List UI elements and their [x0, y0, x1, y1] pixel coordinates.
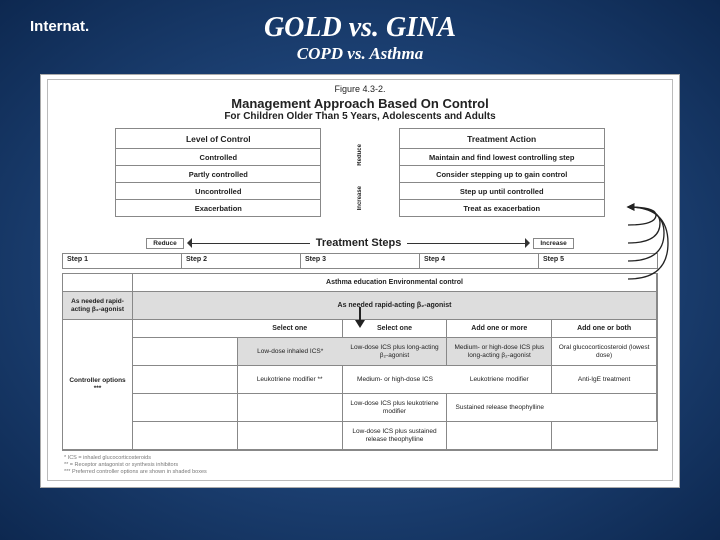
vlabel-increase-cell: Increase [321, 183, 399, 217]
opt-cell: Sustained release theophylline [447, 394, 552, 422]
opt-cell: Low-dose inhaled ICS* [238, 338, 343, 366]
header-center: GOLD vs. GINA COPD vs. Asthma [180, 12, 540, 64]
footnote: ** = Receptor antagonist or synthesis in… [64, 462, 656, 469]
figure-container: Figure 4.3-2. Management Approach Based … [40, 74, 680, 488]
opt-cell: Low-dose ICS plus long-acting β₂-agonist [343, 338, 448, 366]
options-grid: Asthma education Environmental control A… [62, 273, 658, 451]
opt-cell [447, 422, 552, 450]
select-cell: Select one [238, 320, 343, 338]
select-cell: Add one or more [447, 320, 552, 338]
controller-label: Controller options *** [63, 320, 133, 450]
vlabel-reduce: Reduce [357, 144, 363, 166]
action-cell: Maintain and find lowest controlling ste… [399, 149, 604, 166]
level-cell: Exacerbation [116, 200, 321, 217]
treatment-steps-row: Reduce Treatment Steps Increase [54, 237, 666, 249]
opt-cell: Leukotriene modifier ** [238, 366, 343, 394]
control-table: Level of Control Reduce Treatment Action… [115, 128, 605, 217]
opt-cell [552, 394, 657, 422]
opt-cell: Medium- or high-dose ICS plus long-actin… [447, 338, 552, 366]
table-header-row: Level of Control Reduce Treatment Action [116, 129, 605, 149]
down-arrow-icon [353, 307, 367, 331]
step-header: Step 2 [181, 253, 300, 269]
opt-cell [238, 422, 343, 450]
opt-cell: Leukotriene modifier [447, 366, 552, 394]
rapid-left-cell: As needed rapid-acting β₂-agonist [63, 292, 133, 320]
loop-arrows-icon [626, 203, 666, 283]
header-title: GOLD vs. GINA [180, 12, 540, 44]
level-cell: Uncontrolled [116, 183, 321, 200]
figure-title: Management Approach Based On Control [54, 96, 666, 111]
opt-cell [133, 338, 238, 366]
opt-cell: Anti-IgE treatment [552, 366, 657, 394]
figure-subtitle: For Children Older Than 5 Years, Adolesc… [54, 111, 666, 122]
increase-tag: Increase [533, 238, 573, 249]
action-cell: Step up until controlled [399, 183, 604, 200]
opt-cell [133, 366, 238, 394]
level-cell: Partly controlled [116, 166, 321, 183]
steps-header-row: Step 1 Step 2 Step 3 Step 4 Step 5 [62, 253, 658, 269]
table-row: Uncontrolled Increase Step up until cont… [116, 183, 605, 200]
step-header: Step 3 [300, 253, 419, 269]
opt-cell: Oral glucocorticosteroid (lowest dose) [552, 338, 657, 366]
header-subtitle: COPD vs. Asthma [180, 44, 540, 64]
footnote: *** Preferred controller options are sho… [64, 469, 656, 476]
opt-cell [552, 422, 657, 450]
opt-cell [133, 394, 238, 422]
vlabel-increase: Increase [357, 186, 363, 210]
select-cell [133, 320, 238, 338]
vlabel-reduce-cell: Reduce [321, 129, 399, 183]
figure-caption: Figure 4.3-2. [54, 84, 666, 94]
header-left: Internat. [30, 12, 180, 35]
arrow-left-icon [190, 243, 310, 244]
blank-cell [63, 274, 133, 292]
opt-cell [133, 422, 238, 450]
slide-header: Internat. GOLD vs. GINA COPD vs. Asthma [0, 0, 720, 68]
figure-inner: Figure 4.3-2. Management Approach Based … [47, 79, 673, 481]
opt-cell [238, 394, 343, 422]
opt-cell: Low-dose ICS plus leukotriene modifier [343, 394, 448, 422]
arrow-right-icon [407, 243, 527, 244]
step-header: Step 4 [419, 253, 538, 269]
opt-cell: Medium- or high-dose ICS [343, 366, 448, 394]
level-cell: Controlled [116, 149, 321, 166]
treatment-steps-label: Treatment Steps [316, 237, 402, 249]
reduce-tag: Reduce [146, 238, 183, 249]
col-action-header: Treatment Action [399, 129, 604, 149]
education-row: Asthma education Environmental control [133, 274, 657, 292]
step-header: Step 1 [62, 253, 181, 269]
rapid-right-cell: As needed rapid-acting β₂-agonist [133, 292, 657, 320]
action-cell: Consider stepping up to gain control [399, 166, 604, 183]
opt-cell: Low-dose ICS plus sustained release theo… [343, 422, 448, 450]
footnote: * ICS = inhaled glucocorticosteroids [64, 455, 656, 462]
action-cell: Treat as exacerbation [399, 200, 604, 217]
col-level-header: Level of Control [116, 129, 321, 149]
footnotes: * ICS = inhaled glucocorticosteroids ** … [64, 455, 656, 476]
select-cell: Add one or both [552, 320, 657, 338]
